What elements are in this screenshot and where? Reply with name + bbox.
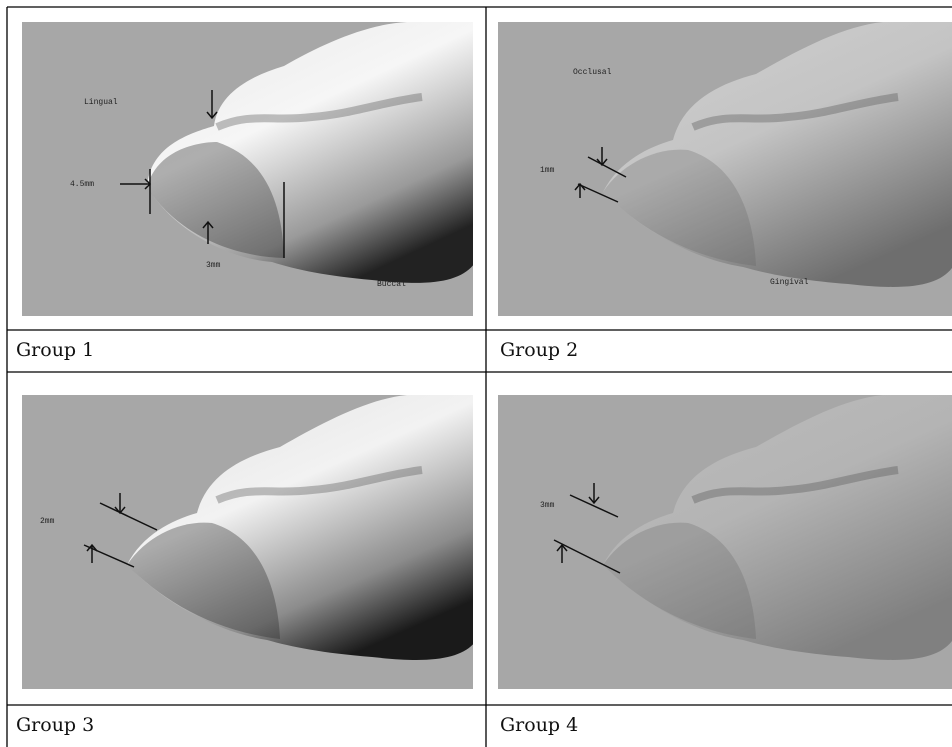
cusp-ridge (691, 93, 899, 131)
image-label: Gingival (770, 278, 809, 287)
preparation (127, 522, 280, 639)
annotation-line (206, 111, 218, 120)
tooth-body (603, 395, 952, 660)
tooth-shape (603, 22, 952, 287)
caption: Group 1 (16, 339, 94, 361)
annotation-line (569, 494, 619, 518)
image-label: 3mm (540, 501, 555, 510)
annotation-line (556, 543, 568, 552)
image-label: 2mm (40, 517, 55, 526)
preparation (603, 149, 756, 266)
annotation-line (202, 220, 214, 229)
cusp-ridge (215, 466, 423, 504)
annotation-line (86, 543, 98, 552)
panel: Lingual 4.5mm 3mm Buccal (22, 22, 473, 316)
tooth (127, 395, 473, 660)
image-label: Occlusal (573, 68, 612, 77)
annotation-line (99, 502, 158, 531)
image-label: Lingual (84, 98, 118, 107)
preparation (147, 142, 284, 258)
image-label: 1mm (540, 166, 555, 175)
panel: Occlusal 1mm Gingival (498, 22, 952, 316)
image-label: 3mm (206, 261, 221, 270)
annotation-line (588, 496, 600, 505)
tooth (147, 22, 473, 283)
tooth-body (127, 395, 473, 660)
annotation-line (587, 156, 627, 178)
caption: Group 4 (500, 714, 578, 736)
annotation-line (114, 506, 126, 515)
caption: Group 2 (500, 339, 578, 361)
annotation-line (144, 178, 152, 190)
image-label: Buccal (377, 280, 406, 289)
caption: Group 3 (16, 714, 94, 736)
image-label: 4.5mm (70, 180, 94, 189)
annotation-line (553, 539, 621, 574)
cusp-ridge (691, 466, 899, 504)
tooth-body (603, 22, 952, 287)
tooth-shape (127, 395, 473, 660)
cusp-ridge (215, 93, 423, 131)
annotation-line (574, 182, 586, 191)
preparation (603, 522, 756, 639)
tooth (603, 22, 952, 287)
annotation-line (577, 183, 619, 203)
tooth-shape (147, 22, 473, 283)
tooth-shape (603, 395, 952, 660)
tooth-body (147, 22, 473, 283)
annotation-line (596, 158, 608, 167)
tooth (603, 395, 952, 660)
panel: 3mm (498, 395, 952, 689)
panel: 2mm (22, 395, 473, 689)
